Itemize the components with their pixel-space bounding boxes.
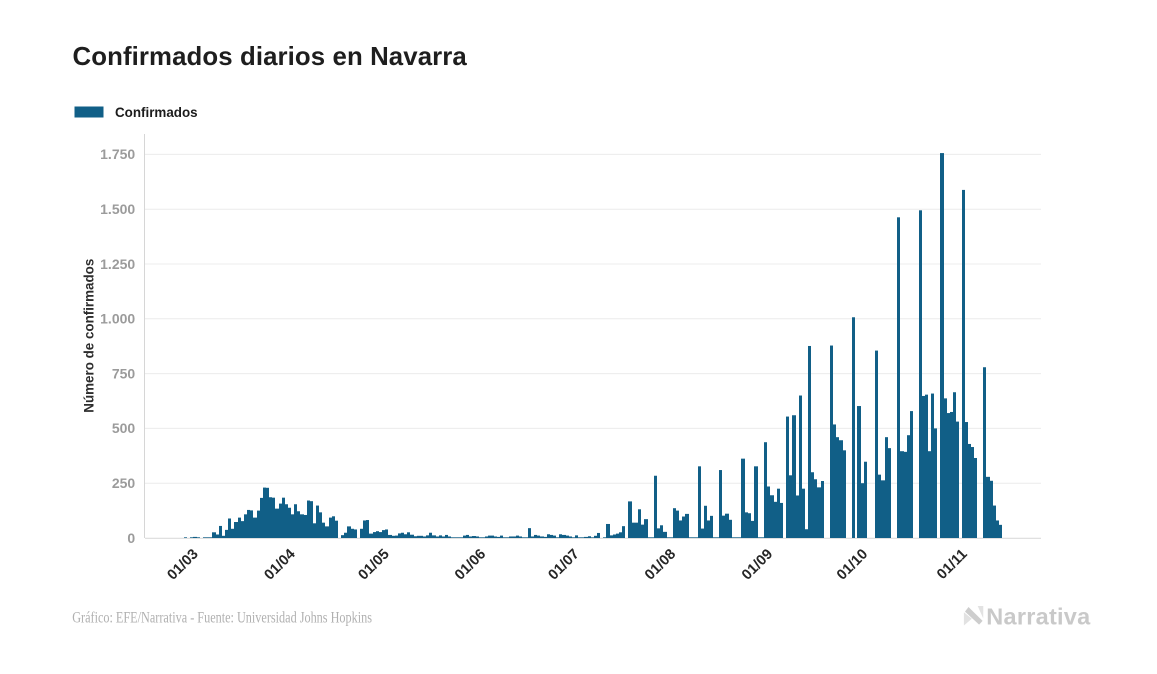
svg-text:1.250: 1.250 — [100, 256, 135, 272]
svg-text:1.500: 1.500 — [100, 201, 135, 217]
svg-text:0: 0 — [127, 530, 135, 546]
svg-text:Narrativa: Narrativa — [986, 604, 1091, 630]
svg-text:Confirmados diarios en Navarra: Confirmados diarios en Navarra — [73, 43, 468, 71]
svg-text:1.750: 1.750 — [100, 146, 135, 162]
svg-text:Número de confirmados: Número de confirmados — [82, 259, 97, 413]
svg-text:500: 500 — [112, 420, 136, 436]
svg-text:Confirmados: Confirmados — [115, 105, 198, 120]
svg-text:1.000: 1.000 — [100, 311, 135, 327]
svg-text:250: 250 — [112, 475, 136, 491]
svg-text:750: 750 — [112, 365, 136, 381]
svg-text:Gráfico: EFE/Narrativa - Fuent: Gráfico: EFE/Narrativa - Fuente: Univers… — [72, 609, 372, 627]
